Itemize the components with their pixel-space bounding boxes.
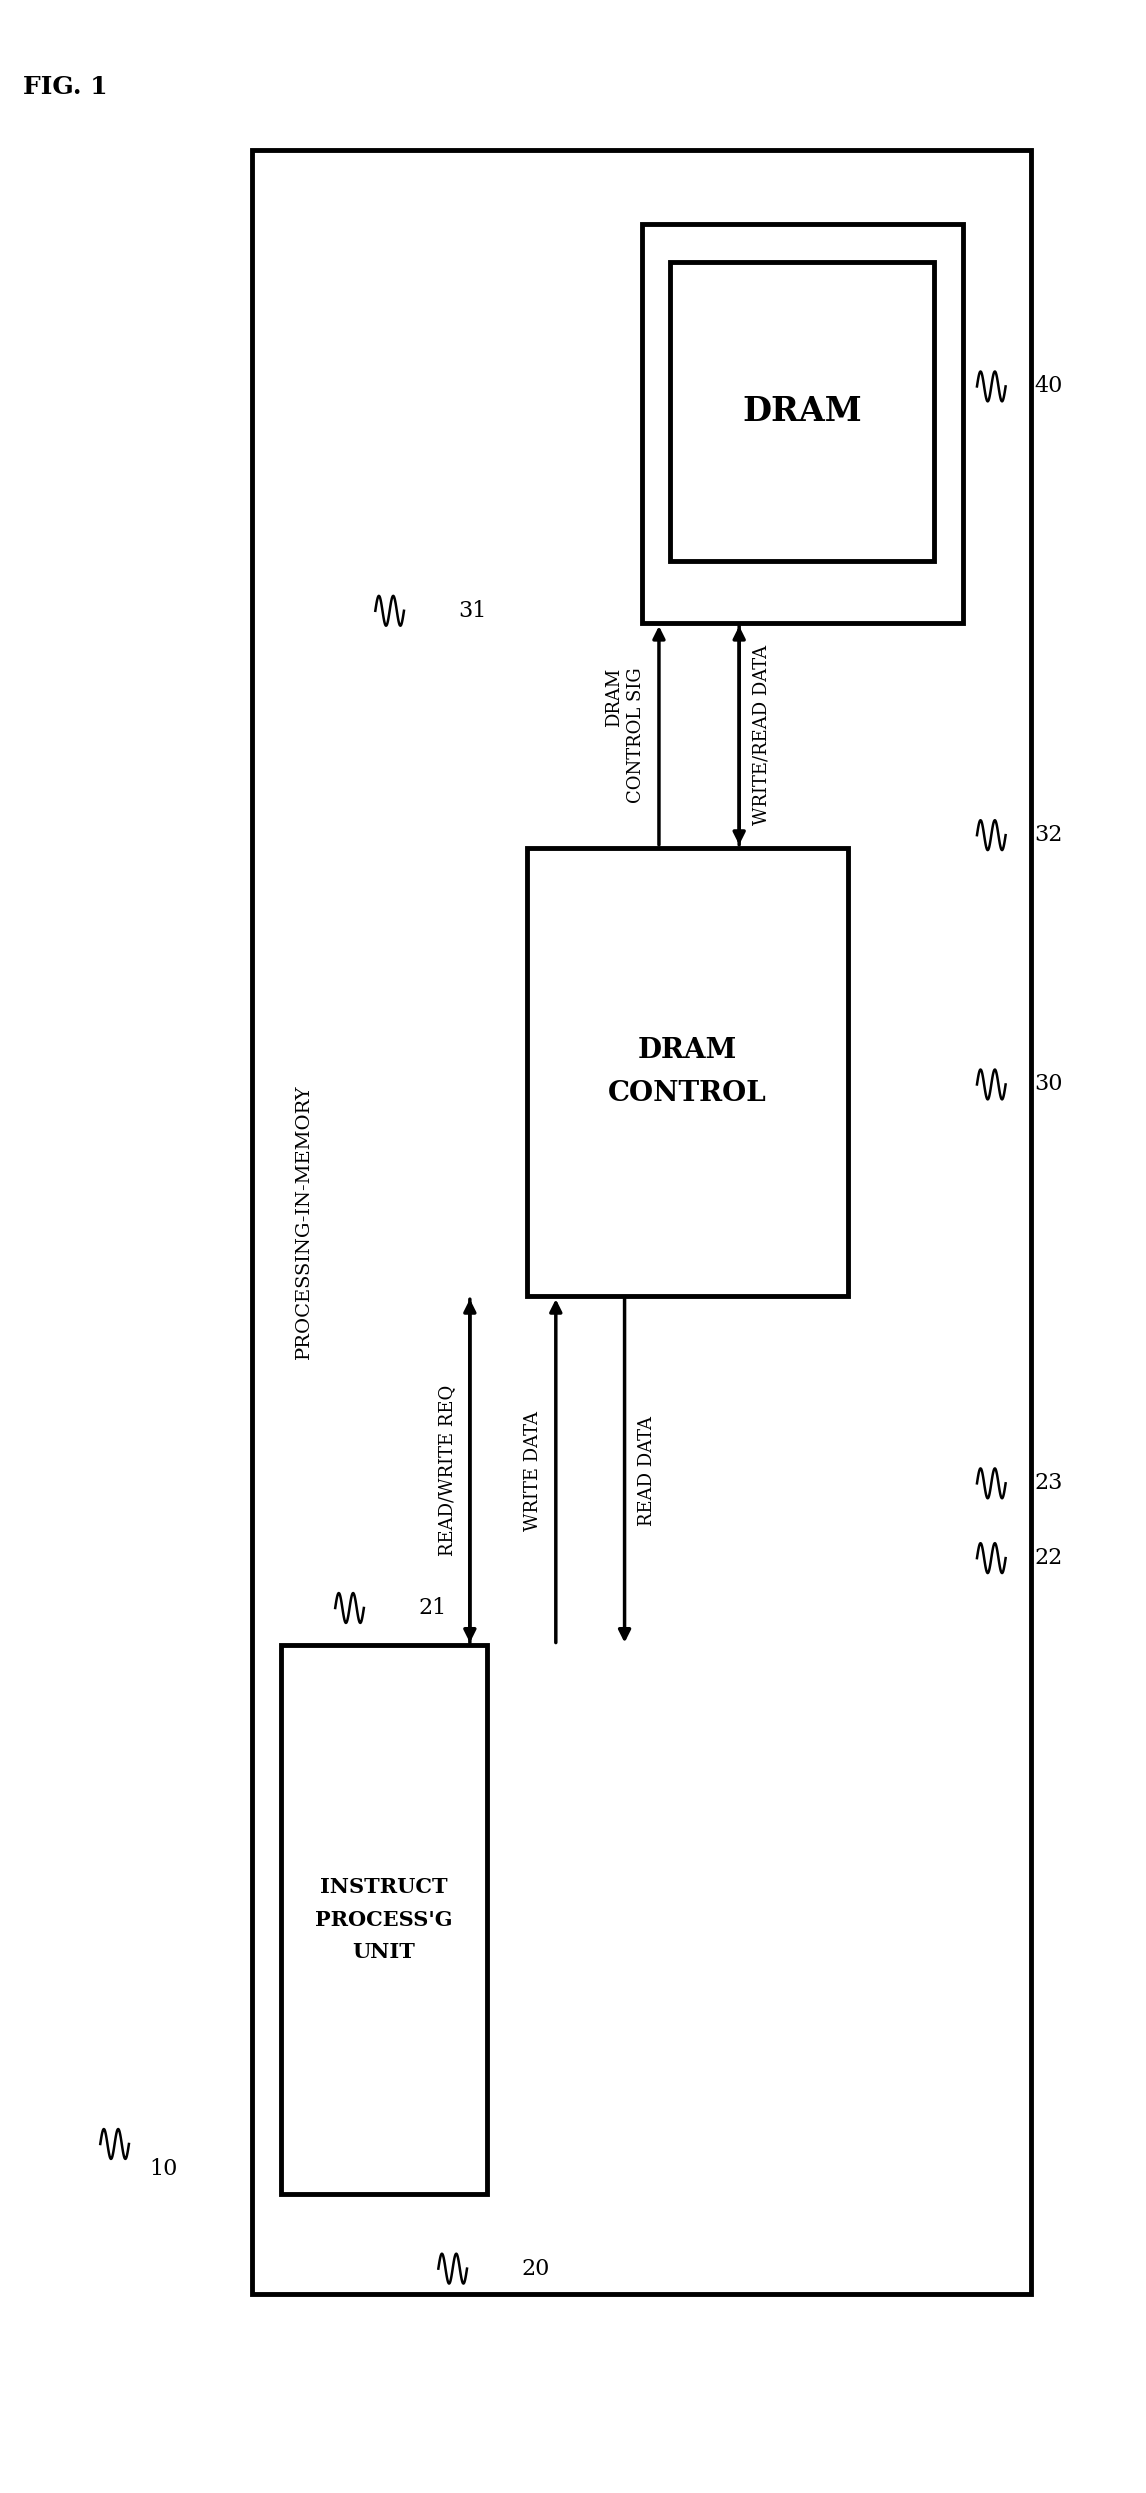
Text: 20: 20 — [521, 2259, 550, 2279]
Text: READ DATA: READ DATA — [638, 1416, 657, 1526]
Text: DRAM
CONTROL SIG: DRAM CONTROL SIG — [605, 668, 645, 803]
Text: READ/WRITE REQ: READ/WRITE REQ — [438, 1386, 456, 1556]
Text: 32: 32 — [1035, 825, 1062, 845]
Bar — [642, 224, 963, 623]
Text: DRAM: DRAM — [743, 394, 862, 429]
Text: 23: 23 — [1035, 1473, 1062, 1493]
Text: INSTRUCT
PROCESS'G
UNIT: INSTRUCT PROCESS'G UNIT — [315, 1877, 453, 1962]
Text: 10: 10 — [149, 2159, 178, 2179]
Text: 40: 40 — [1035, 376, 1062, 396]
Text: 21: 21 — [418, 1598, 447, 1618]
Text: WRITE/READ DATA: WRITE/READ DATA — [753, 646, 771, 825]
Bar — [252, 150, 1031, 2294]
Text: PROCESSING-IN-MEMORY: PROCESSING-IN-MEMORY — [295, 1084, 313, 1359]
Text: DRAM
CONTROL: DRAM CONTROL — [609, 1037, 767, 1107]
Text: 30: 30 — [1035, 1074, 1062, 1094]
Text: 31: 31 — [458, 601, 487, 621]
Bar — [670, 262, 934, 561]
Text: FIG. 1: FIG. 1 — [23, 75, 108, 100]
Text: 22: 22 — [1035, 1548, 1062, 1568]
Text: WRITE DATA: WRITE DATA — [524, 1411, 542, 1531]
Bar — [281, 1645, 487, 2194]
Bar — [527, 848, 848, 1296]
